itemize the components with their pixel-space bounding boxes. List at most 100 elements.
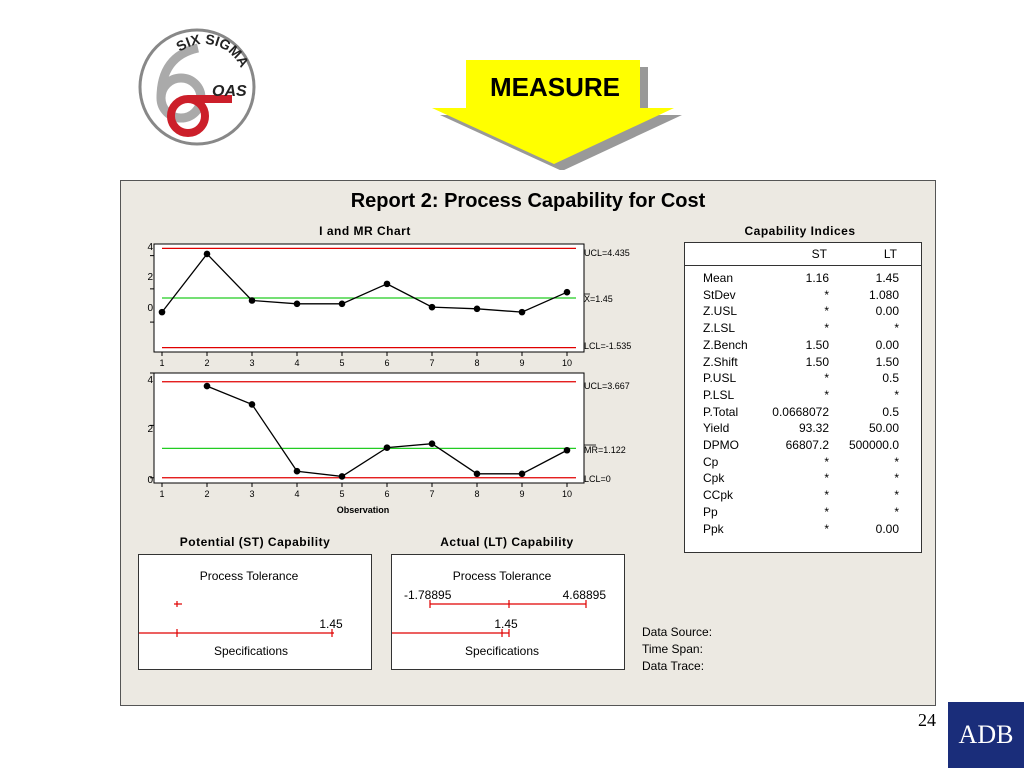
i-xtick-label: 9	[519, 358, 524, 368]
i-data-point	[518, 308, 526, 316]
i-ytick-label: 2	[147, 272, 153, 283]
i-xtick-label: 3	[249, 358, 254, 368]
spec-value: 1.45	[494, 617, 518, 631]
i-data-point	[428, 303, 436, 311]
capability-row: P.Total 0.0668072 0.5	[685, 405, 923, 422]
capability-lt-value: 0.5	[882, 371, 899, 386]
mr-xtick-label: 5	[339, 489, 344, 499]
spec-marker	[176, 629, 333, 637]
i-xtick-label: 5	[339, 358, 344, 368]
capability-row: Mean 1.16 1.45	[685, 271, 923, 288]
mr-data-point	[563, 446, 571, 454]
mr-data-point	[473, 470, 481, 478]
mr-xtick-label: 3	[249, 489, 254, 499]
i-data-point	[293, 300, 301, 308]
capability-st-value: 1.50	[805, 337, 829, 352]
capability-label: CCpk	[703, 488, 734, 503]
adb-logo: ADB	[948, 702, 1024, 768]
actual-capability-panel: Process Tolerance -1.78895 4.68895 1.45 …	[391, 554, 625, 670]
capability-label: Yield	[703, 421, 730, 436]
specifications-label: Specifications	[465, 644, 539, 658]
six-sigma-logo: SIX SIGMA OAS	[136, 26, 258, 148]
capability-lt-value: 0.5	[882, 404, 899, 419]
mr-xtick-label: 6	[384, 489, 389, 499]
mr-xtick-label: 10	[562, 489, 572, 499]
mr-xtick-label: 7	[429, 489, 434, 499]
capability-lt-value: 0.00	[875, 337, 899, 352]
capability-lt-value: 1.080	[868, 287, 899, 302]
capability-row: StDev * 1.080	[685, 288, 923, 305]
mr-data-point	[428, 440, 436, 448]
i-data-point	[383, 280, 391, 288]
capability-lt-value: *	[894, 488, 899, 503]
capability-label: Z.USL	[703, 304, 738, 319]
capability-row: P.USL * 0.5	[685, 371, 923, 388]
capability-label: Ppk	[703, 521, 724, 536]
capability-lt-value: 0.00	[875, 521, 899, 536]
capability-st-value: 1.50	[805, 354, 829, 369]
i-center-label: X=1.45	[584, 294, 613, 304]
capability-row: CCpk * *	[685, 488, 923, 505]
capability-row: Z.LSL * *	[685, 321, 923, 338]
i-ytick-label: 0	[147, 303, 153, 314]
capability-st-value: *	[824, 454, 829, 469]
time-span-label: Time Span:	[642, 642, 703, 656]
i-data-point	[473, 305, 481, 313]
capability-row: P.LSL * *	[685, 388, 923, 405]
mr-ucl-label: UCL=3.667	[584, 381, 630, 391]
capability-indices-title: Capability Indices	[744, 224, 856, 238]
i-xtick-label: 10	[562, 358, 572, 368]
capability-label: Z.Bench	[703, 337, 748, 352]
capability-st-value: *	[824, 304, 829, 319]
capability-label: Mean	[703, 271, 734, 285]
capability-st-value: 93.32	[798, 421, 829, 436]
i-ytick-label: 4	[147, 242, 153, 253]
imr-chart-title: I and MR Chart	[319, 224, 411, 238]
spec-value: 1.45	[319, 617, 343, 631]
mr-ytick-label: 2	[147, 424, 153, 435]
tolerance-high-value: 4.68895	[563, 588, 607, 602]
i-ucl-label: UCL=4.435	[584, 248, 630, 258]
capability-lt-value: 1.45	[875, 271, 899, 285]
measure-label: MEASURE	[489, 72, 620, 102]
capability-st-value: 0.0668072	[772, 404, 829, 419]
i-data-point	[563, 288, 571, 296]
table-divider	[685, 265, 921, 266]
report-title: Report 2: Process Capability for Cost	[350, 190, 706, 212]
i-xtick-label: 2	[204, 358, 209, 368]
imr-charts: 1 2 3 4 5 6 7 8 9 10 1 2 3 4 5 6 7 8 9 10 0 2 4 UCL=4.435 …	[120, 238, 640, 523]
i-series-line	[161, 252, 568, 313]
capability-label: Z.Shift	[703, 354, 738, 369]
capability-st-value: *	[824, 287, 829, 302]
tolerance-marker	[174, 601, 182, 607]
capability-st-value: *	[824, 371, 829, 386]
potential-capability-title: Potential (ST) Capability	[179, 535, 331, 549]
capability-label: StDev	[703, 287, 736, 302]
mr-ytick-label: 0	[147, 475, 153, 486]
capability-row: Yield 93.32 50.00	[685, 421, 923, 438]
mr-xtick-label: 4	[294, 489, 299, 499]
capability-lt-value: 1.50	[875, 354, 899, 369]
data-trace-label: Data Trace:	[642, 659, 705, 673]
individuals-chart: 1 2 3 4 5 6 7 8 9 10	[150, 243, 585, 368]
mr-xtick-label: 1	[159, 489, 164, 499]
imr-svg: 1 2 3 4 5 6 7 8 9 10 1 2 3 4 5 6 7 8 9 10 0 2 4 UCL=4.435 …	[147, 242, 631, 515]
actual-capability-title: Actual (LT) Capability	[440, 535, 574, 549]
i-data-point	[338, 300, 346, 308]
i-data-point	[248, 297, 256, 304]
capability-label: Cp	[703, 454, 719, 469]
mr-xtick-label: 9	[519, 489, 524, 499]
col-lt-header: LT	[883, 247, 897, 261]
mr-data-point	[338, 473, 346, 480]
capability-row: Cp * *	[685, 455, 923, 472]
capability-lt-value: *	[894, 321, 899, 336]
capability-row: Pp * *	[685, 505, 923, 522]
mr-data-point	[293, 467, 301, 475]
i-xtick-label: 6	[384, 358, 389, 368]
mr-center-label: MR=1.122	[584, 445, 626, 455]
tolerance-marker	[429, 600, 587, 608]
capability-st-value: *	[824, 471, 829, 486]
capability-lt-value: *	[894, 387, 899, 402]
process-tolerance-label: Process Tolerance	[200, 569, 299, 583]
capability-row: DPMO 66807.2 500000.0	[685, 438, 923, 455]
